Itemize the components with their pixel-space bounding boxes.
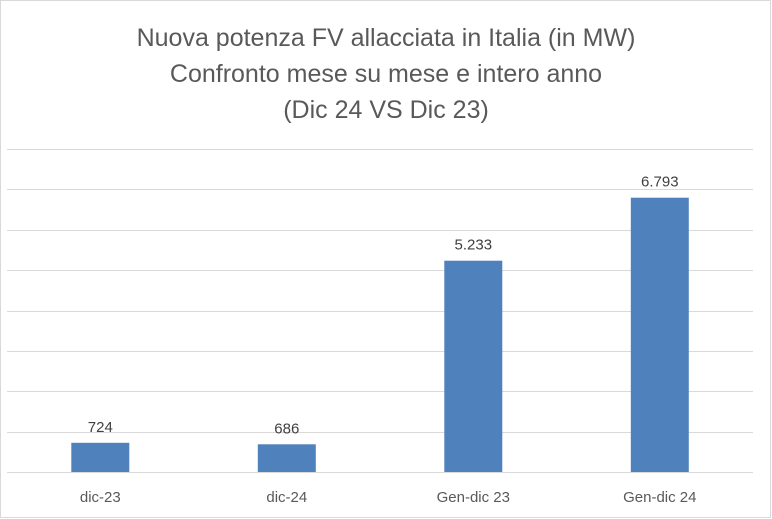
bars: [71, 197, 689, 472]
bar-gen-dic-24: [630, 197, 689, 472]
chart-title-line-1: Nuova potenza FV allacciata in Italia (i…: [136, 24, 636, 52]
data-label: 686: [274, 420, 299, 437]
chart-title-line-2: Confronto mese su mese e intero anno: [169, 60, 603, 88]
x-tick-label: dic-24: [266, 489, 307, 506]
data-labels: 724 686 5.233 6.793: [88, 174, 679, 438]
x-tick-label: dic-23: [80, 489, 121, 506]
x-axis-tick-labels: dic-23 dic-24 Gen-dic 23 Gen-dic 24: [80, 489, 697, 506]
bar-dic-24: [257, 444, 316, 472]
x-tick-label: Gen-dic 24: [623, 489, 696, 506]
x-tick-label: Gen-dic 23: [437, 489, 510, 506]
bar-dic-23: [71, 442, 130, 472]
gridlines: [7, 149, 753, 473]
chart-title-line-3: (Dic 24 VS Dic 23): [283, 96, 489, 124]
data-label: 5.233: [455, 237, 493, 254]
chart-title: Nuova potenza FV allacciata in Italia (i…: [0, 20, 772, 128]
bar-gen-dic-23: [444, 260, 503, 472]
data-label: 6.793: [641, 174, 679, 191]
data-label: 724: [88, 419, 113, 436]
